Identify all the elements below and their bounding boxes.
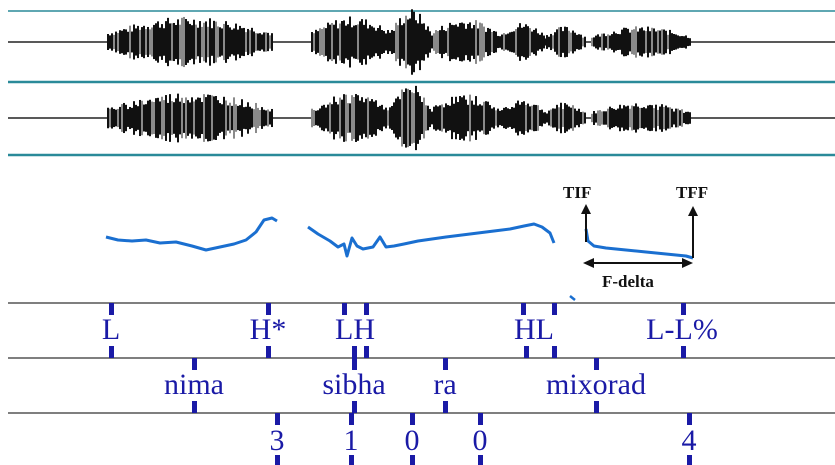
tone-marker-h-star: H* (250, 303, 287, 358)
waveform-panel (8, 9, 835, 157)
tone-label: L-L% (646, 313, 718, 346)
break-marker-2: 1 (344, 413, 359, 465)
tif-arrow (581, 204, 591, 242)
tone-label: HL (514, 313, 554, 346)
word-marker-mixorad: mixorad (546, 358, 646, 413)
word-label: sibha (322, 368, 385, 401)
tone-marker-l: L (102, 303, 120, 358)
word-marker-ra: ra (433, 358, 457, 413)
break-label: 0 (405, 424, 420, 457)
tone-marker-hl: HL (514, 303, 557, 358)
break-tier: 3 1 0 0 4 (270, 413, 697, 465)
break-label: 4 (682, 424, 697, 457)
word-marker-nima: nima (164, 358, 224, 413)
tone-marker-l-l-percent: L-L% (646, 303, 718, 358)
word-tier: nima sibha ra mixorad (164, 358, 646, 413)
tff-label: TFF (676, 183, 708, 202)
word-marker-sibha: sibha (322, 358, 386, 413)
tone-tier: L H* LH HL L-L% (102, 303, 718, 358)
word-label: nima (164, 368, 224, 401)
tif-label: TIF (563, 183, 591, 202)
tone-label: LH (335, 313, 375, 346)
break-label: 3 (270, 424, 285, 457)
word-label: mixorad (546, 368, 646, 401)
pitch-contour-segment-1 (105, 216, 278, 252)
break-marker-5: 4 (682, 413, 697, 465)
f-delta-arrow (583, 258, 693, 268)
tone-label: H* (250, 313, 287, 346)
pitch-contour-segment-2 (307, 222, 556, 258)
word-label: ra (433, 368, 456, 401)
tier-grid (8, 302, 835, 414)
break-label: 1 (344, 424, 359, 457)
pitch-contour-segment-3 (584, 228, 694, 260)
f-delta-label: F-delta (602, 272, 654, 291)
tone-marker-lh: LH (335, 303, 375, 358)
break-marker-3: 0 (405, 413, 420, 465)
break-marker-4: 0 (473, 413, 488, 465)
tff-arrow (688, 206, 698, 258)
pitch-contour-blip (569, 295, 576, 301)
waveform-channel-1 (8, 9, 835, 75)
break-label: 0 (473, 424, 488, 457)
waveform-channel-2 (8, 85, 835, 151)
break-marker-1: 3 (270, 413, 285, 465)
tone-label: L (102, 313, 120, 346)
pitch-contour-panel: TIF TFF F-delta (105, 183, 708, 301)
